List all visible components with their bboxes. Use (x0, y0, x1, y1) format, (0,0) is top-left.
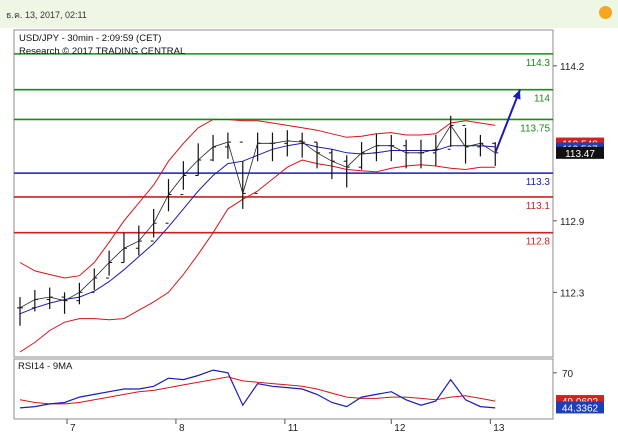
price-tick-label-1: 112.9 (560, 217, 585, 228)
level-label-5: 112.8 (526, 237, 551, 248)
x-tick-label-3: 12 (394, 423, 406, 434)
x-tick-label-0: 7 (70, 423, 76, 434)
price-close-line (19, 124, 496, 309)
price-tick-label-0: 114.2 (560, 62, 585, 73)
level-label-0: 114.3 (526, 58, 551, 69)
rsi-panel (13, 358, 554, 420)
x-tick-label-2: 11 (288, 423, 299, 434)
rsi-line (19, 369, 496, 409)
chart-title: USD/JPY - 30min - 2:09:59 (CET) (19, 33, 162, 44)
rsi-ma-line (19, 376, 496, 405)
rsi-tick-label-0: 70 (562, 369, 574, 380)
rsi-title: RSI14 - 9MA (18, 361, 73, 372)
datetime-label: ธ.ค. 13, 2017, 02:11 (6, 10, 87, 20)
price-tag-2: 113.47 (565, 149, 595, 160)
close-icon[interactable] (599, 6, 612, 19)
level-label-1: 114 (534, 94, 550, 105)
level-label-4: 113.1 (526, 201, 551, 212)
price-tag-bg-2 (556, 146, 604, 159)
level-label-3: 113.3 (526, 177, 551, 188)
chart-copyright: Research © 2017 TRADING CENTRAL (19, 46, 186, 57)
forecast-arrow-head (512, 89, 521, 100)
rsi-tag-1: 44.3362 (562, 403, 599, 414)
bollinger-lower-line (19, 159, 496, 353)
price-panel (13, 29, 554, 358)
level-label-2: 113.75 (520, 123, 550, 134)
x-tick-label-1: 8 (179, 423, 185, 434)
header-bar: ธ.ค. 13, 2017, 02:11 (0, 0, 618, 28)
x-tick-label-4: 13 (493, 423, 505, 434)
forecast-arrow (494, 89, 521, 154)
price-tick-label-2: 112.3 (560, 288, 585, 299)
rsi-tag-bg-1 (556, 401, 604, 414)
bollinger-upper-line (19, 119, 496, 279)
